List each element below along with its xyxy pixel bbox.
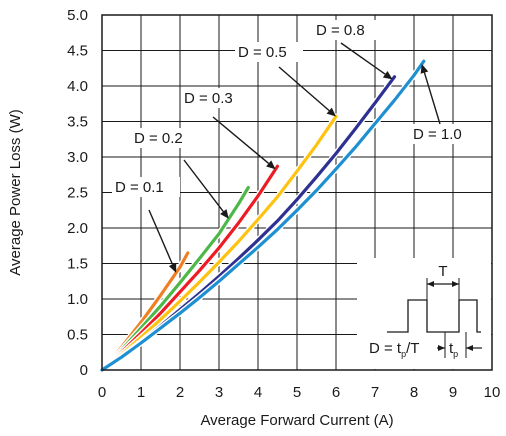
y-tick-label-6: 3.0	[67, 149, 88, 166]
x-tick-label-0: 0	[98, 384, 106, 401]
x-tick-label-8: 8	[410, 384, 418, 401]
y-tick-labels: 0 0.5 1.0 1.5 2.0 2.5 3.0 3.5 4.0 4.5 5.0	[67, 7, 88, 379]
inset-formula-prefix: D = t	[369, 340, 402, 357]
annotation-arrow-line	[148, 209, 174, 265]
annotation-d10: D = 1.0	[410, 63, 478, 144]
inset-formula: D = tp/T	[369, 340, 419, 359]
annotation-arrow-line	[278, 66, 330, 112]
annotation-d01: D = 0.1	[112, 177, 180, 273]
y-tick-label-3: 1.5	[67, 256, 88, 273]
x-tick-label-3: 3	[215, 384, 223, 401]
annotation-label: D = 1.0	[413, 126, 462, 143]
inset-waveform	[387, 299, 481, 333]
series-line-d10	[100, 59, 426, 372]
annotation-group: D = 0.1 D = 0.2 D = 0.3 D = 0.5 D = 0.8 D = 1…	[112, 20, 478, 273]
plot-frame	[101, 14, 493, 371]
annotation-bg	[112, 177, 180, 197]
series-group	[99, 58, 427, 373]
annotation-arrow-head	[420, 63, 429, 74]
annotation-bg	[181, 88, 249, 108]
y-tick-label-1: 0.5	[67, 327, 88, 344]
inset-tp-arrow-right-head	[466, 345, 473, 351]
x-tick-label-2: 2	[176, 384, 184, 401]
annotation-arrow-line	[183, 159, 224, 213]
y-tick-label-2: 1.0	[67, 291, 88, 308]
y-tick-label-4: 2.0	[67, 220, 88, 237]
inset-tp-label-sub: p	[453, 349, 458, 359]
annotation-d02: D = 0.2	[131, 128, 229, 219]
annotation-d05: D = 0.5	[235, 42, 336, 117]
y-tick-label-9: 4.5	[67, 43, 88, 60]
annotation-label: D = 0.8	[316, 22, 365, 39]
annotation-d03: D = 0.3	[181, 88, 276, 170]
x-tick-label-10: 10	[484, 384, 501, 401]
annotation-bg	[131, 128, 199, 148]
y-tick-label-7: 3.5	[67, 114, 88, 131]
duty-cycle-inset: TD = tp/T tp	[357, 258, 491, 369]
annotation-bg	[235, 42, 303, 62]
annotation-label: D = 0.5	[238, 44, 287, 61]
annotation-label: D = 0.3	[184, 90, 233, 107]
inset-period-arrow-right	[452, 281, 459, 287]
annotation-bg	[313, 20, 381, 40]
annotation-label: D = 0.1	[115, 179, 164, 196]
x-tick-label-7: 7	[371, 384, 379, 401]
y-tick-label-5: 2.5	[67, 185, 88, 202]
x-tick-label-4: 4	[254, 384, 262, 401]
x-tick-label-5: 5	[293, 384, 301, 401]
y-tick-label-0: 0	[80, 362, 88, 379]
annotation-label: D = 0.2	[134, 130, 183, 147]
annotation-arrow-head	[220, 209, 229, 219]
series-line-d05	[100, 114, 338, 372]
inset-tp-arrow-left-head	[438, 345, 445, 351]
x-tick-label-6: 6	[332, 384, 340, 401]
x-tick-label-1: 1	[137, 384, 145, 401]
x-tick-label-9: 9	[449, 384, 457, 401]
inset-tp-label-main: t	[449, 340, 454, 357]
annotation-arrow-head	[382, 70, 393, 80]
y-axis-label: Average Power Loss (W)	[7, 109, 24, 275]
annotation-arrow-head	[266, 160, 276, 170]
inset-period-label: T	[438, 263, 447, 280]
inset-formula-sub: p	[401, 349, 406, 359]
inset-period-arrow-left	[427, 281, 434, 287]
inset-background	[357, 258, 491, 369]
annotation-arrow-head	[168, 262, 177, 273]
inset-tp-label: tp	[449, 340, 458, 359]
x-tick-labels: 0 1 2 3 4 5 6 7 8 9 10	[98, 384, 501, 401]
annotation-d08: D = 0.8	[313, 20, 393, 80]
annotation-arrow-line	[340, 42, 386, 75]
annotation-bg	[410, 124, 478, 144]
annotation-arrow-head	[326, 107, 336, 117]
annotation-arrow-line	[212, 116, 270, 164]
annotation-arrow-line	[423, 72, 441, 125]
y-tick-label-8: 4.0	[67, 78, 88, 95]
inset-formula-suffix: /T	[406, 340, 419, 357]
x-axis-label: Average Forward Current (A)	[200, 412, 393, 429]
y-tick-label-10: 5.0	[67, 7, 88, 24]
